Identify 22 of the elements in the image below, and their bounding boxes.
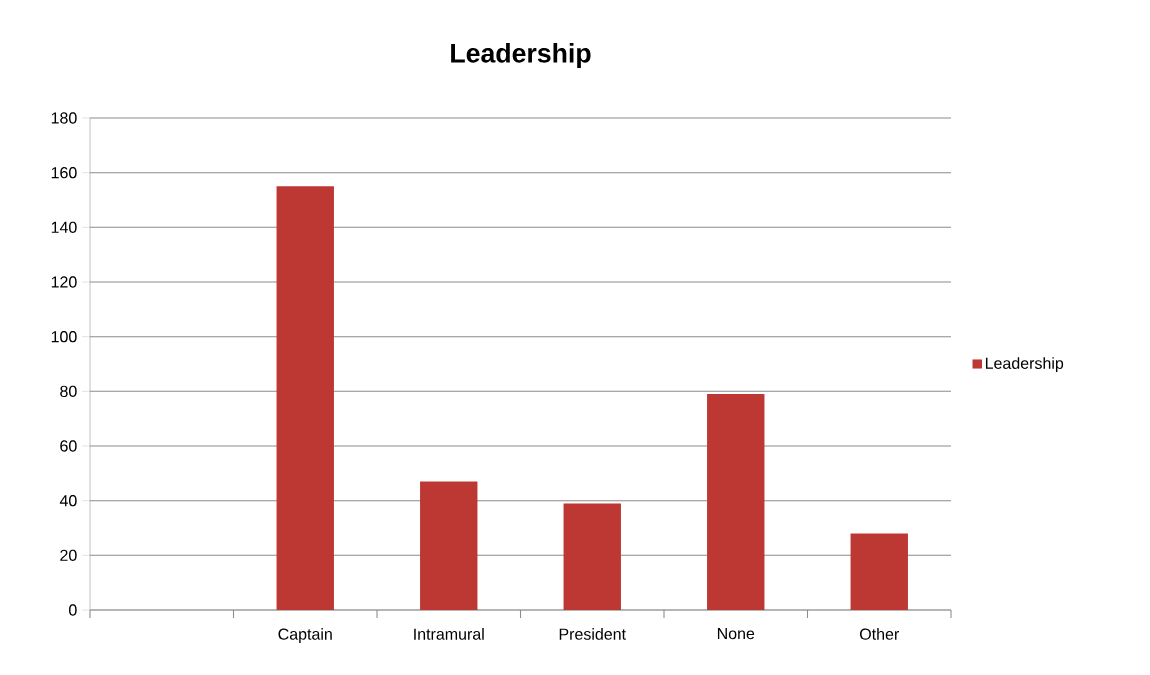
y-tick-label: 120 — [51, 276, 77, 288]
x-tick-label: Captain — [278, 628, 332, 643]
y-tick-label: 100 — [51, 331, 77, 343]
y-tick-label: 0 — [69, 604, 77, 616]
bar — [276, 186, 334, 610]
chart-title: Leadership — [451, 43, 591, 68]
y-tick-label: 180 — [51, 112, 77, 124]
x-tick-label: Other — [860, 628, 899, 640]
x-tick-label: Intramural — [414, 628, 484, 640]
bar — [420, 481, 478, 610]
bar — [850, 533, 908, 610]
legend-label: Leadership — [985, 357, 1064, 373]
bar — [707, 394, 765, 610]
y-tick-label: 140 — [51, 221, 77, 233]
y-tick-label: 40 — [59, 495, 77, 507]
y-tick-label: 20 — [60, 549, 77, 561]
y-tick-label: 80 — [60, 385, 77, 397]
x-tick-label: None — [717, 628, 755, 640]
bar — [563, 503, 621, 610]
y-tick-label: 160 — [51, 167, 77, 179]
y-tick-label: 60 — [60, 440, 77, 452]
x-tick-label: President — [559, 628, 626, 640]
